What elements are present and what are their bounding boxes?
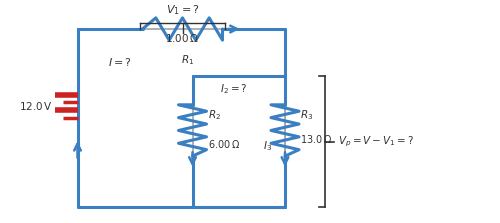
Text: $I_3$: $I_3$ bbox=[263, 139, 272, 153]
Text: $R_2$: $R_2$ bbox=[208, 108, 220, 122]
Text: $6.00\,\Omega$: $6.00\,\Omega$ bbox=[208, 138, 240, 150]
Text: $I = ?$: $I = ?$ bbox=[108, 56, 132, 68]
Text: $R_3$: $R_3$ bbox=[300, 108, 314, 122]
Text: $13.0\,\Omega$: $13.0\,\Omega$ bbox=[300, 133, 332, 145]
Text: $12.0\,\mathrm{V}$: $12.0\,\mathrm{V}$ bbox=[18, 100, 52, 112]
Bar bbox=[192, 76, 285, 207]
Text: $V_1 = ?$: $V_1 = ?$ bbox=[166, 3, 200, 17]
Text: $V_p = V - V_1 = ?$: $V_p = V - V_1 = ?$ bbox=[338, 134, 413, 149]
Bar bbox=[78, 29, 285, 207]
Text: $I_2 = ?$: $I_2 = ?$ bbox=[220, 82, 248, 96]
Text: $R_1$: $R_1$ bbox=[181, 54, 194, 67]
Text: $1.00\,\Omega$: $1.00\,\Omega$ bbox=[166, 32, 200, 44]
